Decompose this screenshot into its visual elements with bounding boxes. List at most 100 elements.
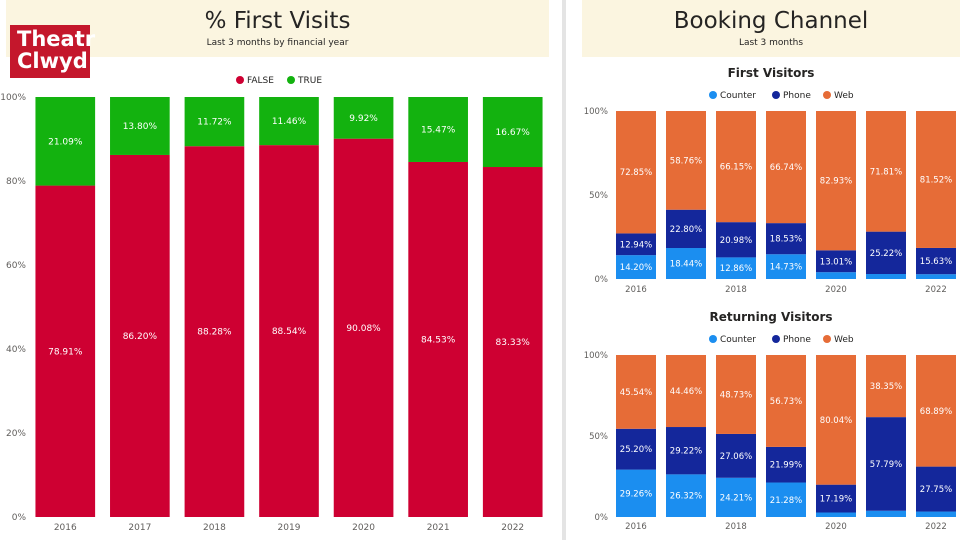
bar-web-2018 — [716, 355, 756, 434]
x-tick-label-2020: 2020 — [825, 522, 847, 532]
data-label-counter-2018: 24.21% — [720, 493, 752, 503]
bar-phone-2019 — [766, 223, 806, 255]
data-label-counter-2017: 18.44% — [670, 260, 702, 270]
bar-false-2017 — [110, 154, 170, 517]
data-label-web-2016: 45.54% — [620, 388, 652, 398]
legend-marker-web — [823, 91, 831, 99]
data-label-phone-2021: 57.79% — [870, 460, 902, 470]
data-label-phone-2018: 27.06% — [720, 452, 752, 462]
bar-false-2020 — [333, 138, 394, 517]
bar-true-2021 — [408, 97, 468, 162]
bar-phone-2018 — [716, 433, 756, 478]
bar-phone-2016 — [616, 428, 656, 470]
bar-web-2020 — [816, 111, 856, 251]
y-tick-label: 80% — [6, 177, 26, 187]
bar-phone-2022 — [916, 247, 956, 275]
y-tick-label: 100% — [584, 107, 608, 117]
data-label-counter-2019: 14.73% — [770, 263, 802, 273]
bar-false-2022 — [482, 167, 543, 517]
bar-counter-2022 — [916, 274, 956, 279]
bar-web-2022 — [916, 355, 956, 467]
bar-phone-2018 — [716, 222, 756, 258]
bar-false-2016 — [35, 185, 96, 517]
legend-marker-phone — [772, 91, 780, 99]
data-label-true-2021: 15.47% — [421, 125, 456, 135]
first-visitors-chart-title: First Visitors — [727, 66, 815, 80]
bar-counter-2021 — [866, 274, 906, 279]
legend-marker-false — [236, 76, 244, 84]
data-label-false-2018: 88.28% — [197, 328, 232, 338]
y-tick-label: 20% — [6, 429, 26, 439]
legend-marker-counter — [709, 91, 717, 99]
data-label-web-2021: 38.35% — [870, 382, 902, 392]
booking-channel-title: Booking Channel — [673, 8, 869, 34]
y-tick-label: 0% — [595, 513, 609, 523]
data-label-false-2016: 78.91% — [48, 347, 83, 357]
booking-channel-subtitle: Last 3 months — [738, 38, 804, 48]
theatr-clwyd-logo: Theatr Clwyd — [10, 25, 95, 78]
first-visits-header: % First Visits Last 3 months by financia… — [6, 0, 549, 57]
x-tick-label-2022: 2022 — [925, 522, 947, 532]
bar-false-2019 — [259, 145, 319, 517]
legend-label-phone: Phone — [783, 335, 811, 345]
first-visitors-chart: Counter Phone Web 0% 50% 100% 14.20% 12.94% 72.8… — [584, 91, 956, 295]
x-tick-label-2017: 2017 — [128, 523, 151, 533]
y-tick-label: 60% — [6, 261, 26, 271]
data-label-phone-2021: 25.22% — [870, 249, 902, 259]
data-label-false-2022: 83.33% — [496, 338, 531, 348]
bar-true-2017 — [110, 97, 170, 155]
bar-web-2018 — [716, 111, 756, 223]
bar-web-2019 — [766, 111, 806, 224]
data-label-phone-2022: 15.63% — [920, 257, 952, 267]
chart-legend: FALSE TRUE — [236, 76, 322, 86]
legend-label-false: FALSE — [247, 76, 274, 86]
bar-web-2022 — [916, 111, 956, 248]
y-tick-label: 40% — [6, 345, 26, 355]
bar-counter-2017 — [666, 474, 706, 517]
legend-label-web: Web — [834, 91, 854, 101]
legend-label-true: TRUE — [297, 76, 322, 86]
x-tick-label-2022: 2022 — [925, 285, 947, 295]
bar-phone-2017 — [666, 427, 706, 475]
x-tick-label-2020: 2020 — [352, 523, 375, 533]
legend-label-web: Web — [834, 335, 854, 345]
x-tick-label-2020: 2020 — [825, 285, 847, 295]
bar-web-2017 — [666, 355, 706, 428]
booking-channel-header: Booking Channel Last 3 months — [582, 0, 960, 57]
bar-true-2022 — [482, 97, 543, 168]
bar-phone-2021 — [866, 231, 906, 275]
bar-web-2021 — [866, 355, 906, 418]
legend-label-phone: Phone — [783, 91, 811, 101]
bar-web-2020 — [816, 355, 856, 485]
bar-web-2021 — [866, 111, 906, 232]
data-label-counter-2017: 26.32% — [670, 492, 702, 502]
bar-counter-2016 — [616, 469, 656, 517]
data-label-web-2018: 48.73% — [720, 390, 752, 400]
bar-false-2018 — [184, 146, 245, 517]
bar-phone-2017 — [666, 209, 706, 249]
first-visits-panel: % First Visits Last 3 months by financia… — [0, 0, 549, 533]
data-label-true-2018: 11.72% — [197, 118, 232, 128]
bar-true-2016 — [35, 97, 96, 186]
returning-visitors-chart-title: Returning Visitors — [709, 310, 833, 324]
bar-web-2017 — [666, 111, 706, 210]
data-label-phone-2018: 20.98% — [720, 236, 752, 246]
data-label-true-2019: 11.46% — [272, 117, 307, 127]
x-tick-label-2022: 2022 — [501, 523, 524, 533]
returning-visitors-chart: Counter Phone Web 0% 50% 100% 29.26% 25.20% 45.5… — [584, 335, 956, 532]
data-label-web-2020: 82.93% — [820, 177, 852, 187]
data-label-counter-2019: 21.28% — [770, 496, 802, 506]
x-tick-label-2018: 2018 — [203, 523, 226, 533]
data-label-web-2021: 71.81% — [870, 167, 902, 177]
data-label-web-2022: 81.52% — [920, 175, 952, 185]
bar-phone-2016 — [616, 233, 656, 256]
booking-channel-panel: Booking Channel Last 3 months First Visi… — [572, 0, 960, 540]
data-label-counter-2018: 12.86% — [720, 264, 752, 274]
chart-legend: Counter Phone Web — [709, 91, 854, 101]
data-label-phone-2017: 29.22% — [670, 447, 702, 457]
bar-counter-2020 — [816, 512, 856, 517]
bar-counter-2018 — [716, 257, 756, 279]
data-label-phone-2016: 25.20% — [620, 445, 652, 455]
x-tick-label-2016: 2016 — [625, 285, 647, 295]
y-tick-label: 100% — [584, 351, 608, 361]
